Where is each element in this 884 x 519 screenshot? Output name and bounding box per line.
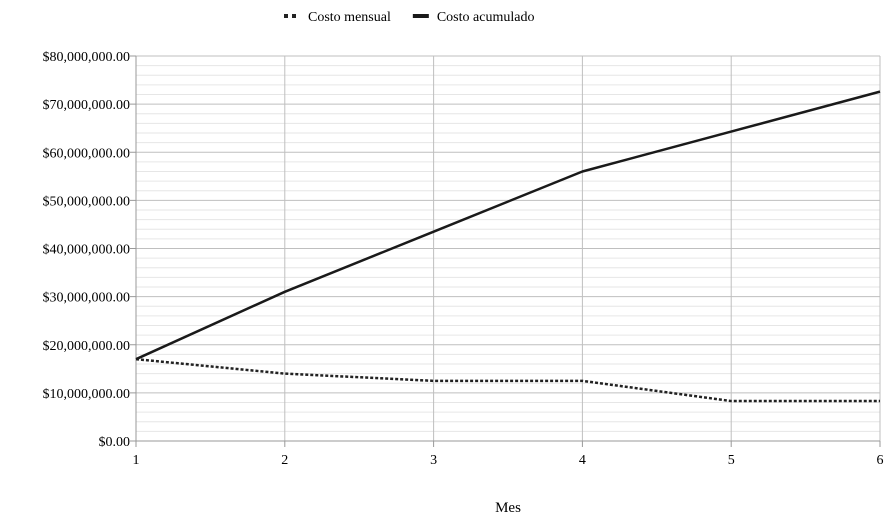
y-tick-label: $10,000,000.00 <box>43 387 131 402</box>
legend: Costo mensual Costo acumulado <box>284 10 534 25</box>
y-tick-label: $50,000,000.00 <box>43 194 131 209</box>
y-tick-label: $60,000,000.00 <box>43 146 131 161</box>
x-tick-label: 1 <box>133 453 140 468</box>
x-tick-label: 2 <box>281 453 288 468</box>
legend-label-costo-mensual: Costo mensual <box>308 10 391 25</box>
x-tick-label: 6 <box>877 453 884 468</box>
y-tick-label: $30,000,000.00 <box>43 291 131 306</box>
axes <box>130 55 881 447</box>
x-axis-tick-labels: 1 2 3 4 5 6 <box>133 453 884 468</box>
y-tick-label: $20,000,000.00 <box>43 339 131 354</box>
x-tick-label: 5 <box>728 453 735 468</box>
minor-gridlines <box>136 65 880 432</box>
series-lines <box>135 90 881 403</box>
y-tick-label: $70,000,000.00 <box>43 98 131 113</box>
y-axis-tick-labels: $0.00 $10,000,000.00 $20,000,000.00 $30,000… <box>43 50 131 450</box>
x-tick-label: 4 <box>579 453 586 468</box>
x-tick-label: 3 <box>430 453 437 468</box>
series-line-costo-acumulado <box>135 90 881 361</box>
legend-label-costo-acumulado: Costo acumulado <box>437 10 535 25</box>
y-tick-label: $80,000,000.00 <box>43 50 131 65</box>
y-tick-label: $40,000,000.00 <box>43 243 131 258</box>
x-axis-title: Mes <box>495 500 521 516</box>
series-line-costo-mensual <box>135 357 880 403</box>
y-tick-label: $0.00 <box>99 435 131 450</box>
